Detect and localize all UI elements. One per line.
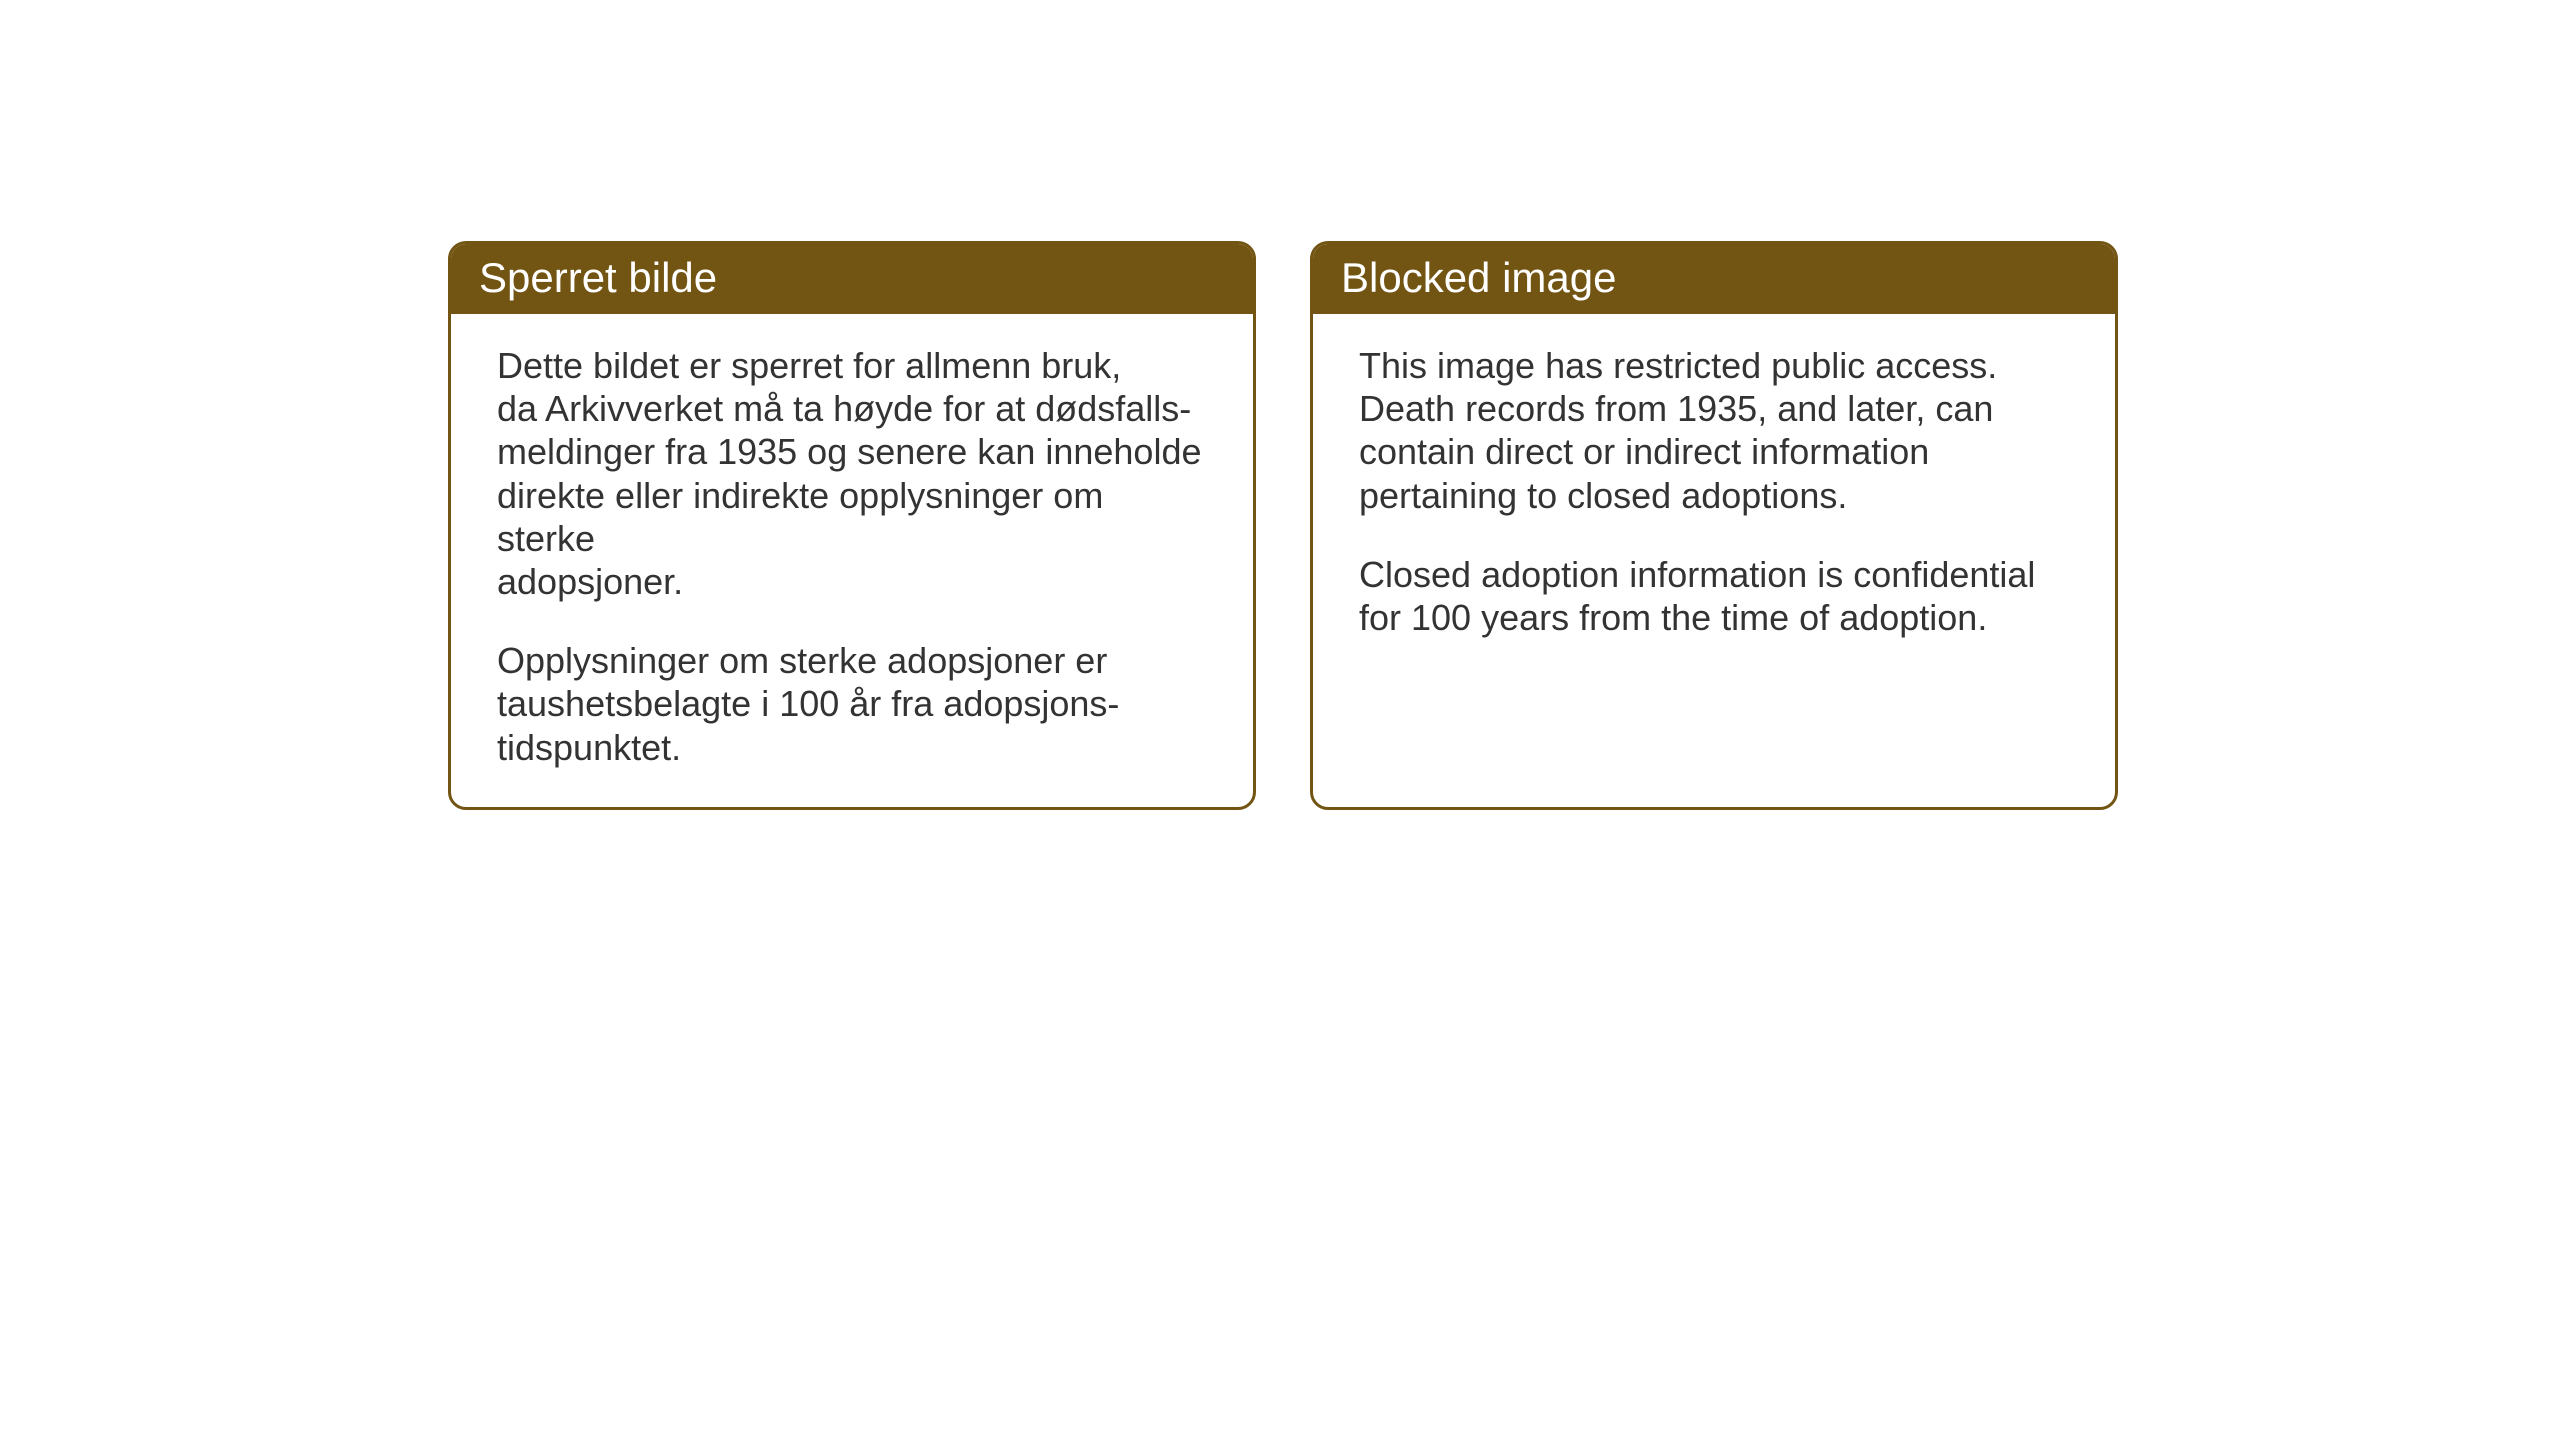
card-norwegian: Sperret bilde Dette bildet er sperret fo… xyxy=(448,241,1256,810)
card-header-english: Blocked image xyxy=(1313,244,2115,314)
cards-container: Sperret bilde Dette bildet er sperret fo… xyxy=(448,241,2118,810)
card-body-english: This image has restricted public access.… xyxy=(1313,314,2115,677)
card-paragraph2-english: Closed adoption information is confident… xyxy=(1359,553,2069,639)
card-title-english: Blocked image xyxy=(1341,254,1616,301)
card-header-norwegian: Sperret bilde xyxy=(451,244,1253,314)
card-body-norwegian: Dette bildet er sperret for allmenn bruk… xyxy=(451,314,1253,807)
card-title-norwegian: Sperret bilde xyxy=(479,254,717,301)
card-english: Blocked image This image has restricted … xyxy=(1310,241,2118,810)
card-paragraph1-norwegian: Dette bildet er sperret for allmenn bruk… xyxy=(497,344,1207,603)
card-paragraph1-english: This image has restricted public access.… xyxy=(1359,344,2069,517)
card-paragraph2-norwegian: Opplysninger om sterke adopsjoner er tau… xyxy=(497,639,1207,769)
